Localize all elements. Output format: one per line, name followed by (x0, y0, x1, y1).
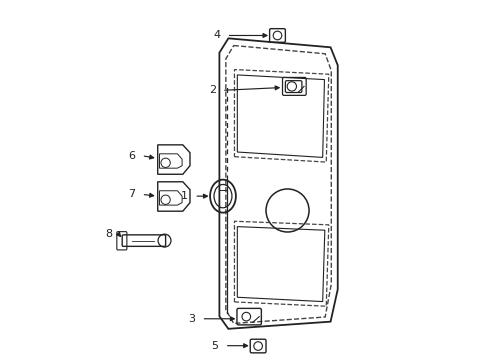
Text: 1: 1 (181, 191, 188, 201)
Text: 6: 6 (128, 150, 135, 161)
Text: 4: 4 (213, 31, 220, 40)
Text: 3: 3 (188, 314, 195, 324)
Text: 8: 8 (105, 229, 112, 239)
Text: 2: 2 (208, 85, 215, 95)
Text: 7: 7 (128, 189, 135, 199)
Text: 5: 5 (211, 341, 218, 351)
